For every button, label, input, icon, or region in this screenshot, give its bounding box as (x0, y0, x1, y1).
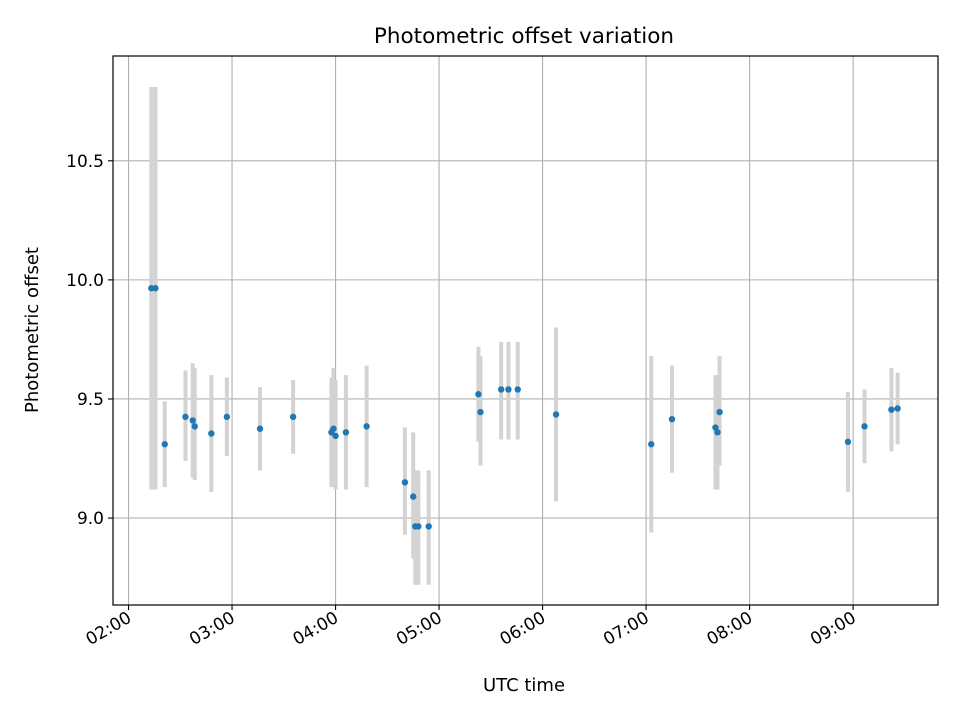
data-point (668, 416, 676, 423)
data-point (161, 441, 168, 448)
data-point (477, 408, 484, 416)
y-tick-label: 10.0 (66, 271, 104, 291)
plot-frame (112, 55, 939, 606)
data-point (844, 438, 852, 446)
data-point (223, 413, 231, 421)
y-tick-label: 9.5 (77, 390, 104, 410)
data-point (425, 523, 432, 530)
plot-area (112, 55, 939, 606)
data-point (714, 429, 721, 436)
data-point (289, 413, 297, 421)
data-point (552, 411, 560, 418)
data-point (152, 285, 159, 292)
chart-title: Photometric offset variation (374, 24, 674, 49)
data-point (475, 391, 482, 398)
data-point (514, 386, 521, 393)
data-point (894, 405, 901, 412)
data-point (189, 417, 196, 424)
data-point (191, 423, 198, 430)
data-point (409, 493, 417, 500)
data-point (208, 430, 215, 437)
data-point (716, 408, 723, 416)
data-point (861, 423, 868, 430)
y-tick-label: 10.5 (66, 152, 104, 172)
data-point (332, 432, 339, 440)
data-point (256, 425, 264, 432)
data-point (888, 406, 895, 413)
plot-background (113, 56, 938, 605)
data-point (648, 441, 655, 448)
data-point (401, 479, 409, 486)
data-point (415, 523, 422, 530)
y-axis-label: Photometric offset (22, 247, 43, 413)
y-tick-label: 9.0 (77, 509, 104, 529)
data-point (182, 413, 189, 421)
data-point (505, 386, 512, 393)
x-axis-label: UTC time (483, 675, 565, 696)
data-point (342, 429, 350, 436)
y-axis-ticks: 9.0 9.5 10.0 10.5 (66, 152, 113, 529)
data-points (148, 285, 901, 530)
data-point (363, 423, 370, 430)
data-point (330, 425, 337, 432)
data-point (497, 386, 505, 393)
grid-layer (113, 56, 938, 605)
